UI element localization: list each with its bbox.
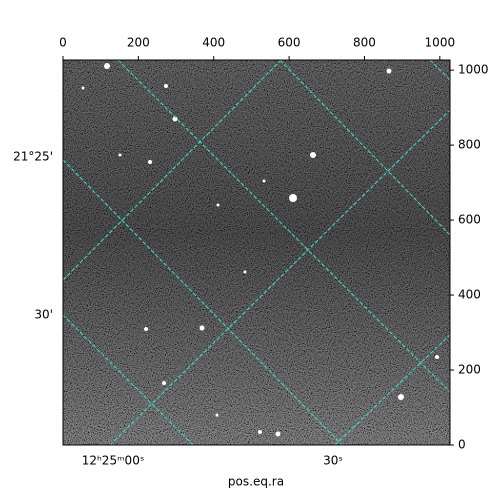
- star: [162, 381, 166, 385]
- star: [275, 431, 281, 437]
- x-tick-label: 1000: [425, 36, 456, 50]
- stars: [81, 63, 439, 437]
- star: [104, 63, 110, 69]
- star: [199, 325, 205, 331]
- star: [216, 203, 220, 207]
- ra-tick-label: 12ʰ25ᵐ00ˢ: [82, 454, 145, 468]
- image: [63, 60, 450, 445]
- grid-line: [334, 334, 450, 445]
- y-tick-label: 200: [458, 363, 481, 377]
- ra-tick-label: 30ˢ: [323, 454, 343, 468]
- grid-line: [429, 60, 450, 81]
- star: [386, 68, 392, 74]
- dec-tick-label: 30': [34, 308, 53, 322]
- y-tick-label: 800: [458, 138, 481, 152]
- image-noise: [63, 60, 450, 445]
- grid-line: [63, 314, 194, 445]
- frame: [62, 59, 451, 446]
- grid-line: [109, 109, 450, 445]
- star: [243, 270, 247, 274]
- dec-tick-label: 21°25': [13, 150, 53, 164]
- star: [262, 179, 266, 183]
- star: [289, 194, 297, 202]
- star: [172, 116, 178, 122]
- y-tick-label: 600: [458, 213, 481, 227]
- star: [398, 394, 404, 400]
- star: [144, 327, 148, 331]
- star: [118, 153, 122, 157]
- x-tick-label: 800: [353, 36, 376, 50]
- coordinate-grid: [63, 60, 450, 445]
- star: [215, 413, 219, 417]
- x-axis-label: pos.eq.ra: [228, 475, 284, 489]
- y-tick-label: 1000: [458, 63, 489, 77]
- grid-line: [117, 60, 450, 393]
- star: [81, 86, 85, 90]
- star: [310, 152, 316, 158]
- x-tick-label: 0: [59, 36, 67, 50]
- x-tick-label: 200: [127, 36, 150, 50]
- x-tick-label: 400: [202, 36, 225, 50]
- grid-line: [63, 159, 343, 445]
- star: [148, 160, 152, 164]
- y-tick-label: 0: [458, 438, 466, 452]
- star: [164, 84, 168, 88]
- y-tick-label: 400: [458, 288, 481, 302]
- grid-line: [63, 60, 282, 281]
- star: [435, 355, 439, 359]
- grid-line: [279, 60, 450, 236]
- x-tick-label: 600: [278, 36, 301, 50]
- star: [258, 430, 262, 434]
